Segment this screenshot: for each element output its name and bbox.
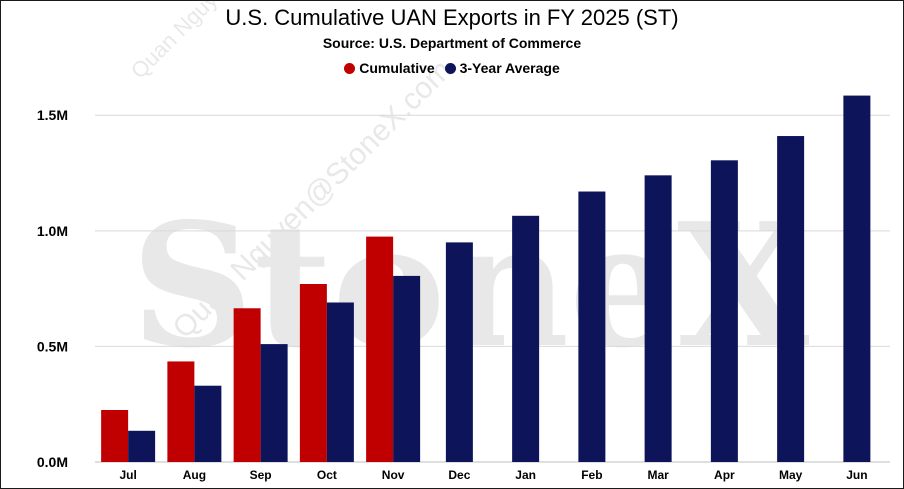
legend-label-cumulative: Cumulative <box>359 60 435 76</box>
bar-3yr-average-jun <box>843 95 871 462</box>
bar-3yr-average-jan <box>512 215 540 462</box>
bar-3yr-average-aug <box>194 385 222 462</box>
x-tick-label-oct: Oct <box>317 468 337 482</box>
legend-swatch-cumulative <box>344 62 356 74</box>
x-tick-label-may: May <box>779 468 803 482</box>
legend-item-3yr-average: 3-Year Average <box>444 60 560 76</box>
bar-3yr-average-sep <box>260 344 288 462</box>
gridlines <box>95 114 890 463</box>
y-tick-label-1-5m: 1.5M <box>37 107 68 123</box>
bar-3yr-average-feb <box>578 191 606 462</box>
legend-item-cumulative: Cumulative <box>344 60 435 76</box>
x-tick-label-aug: Aug <box>183 468 206 482</box>
x-tick-label-sep: Sep <box>250 468 272 482</box>
x-tick-label-jun: Jun <box>846 468 867 482</box>
x-tick-label-jul: Jul <box>119 468 136 482</box>
bar-cumulative-aug <box>167 361 195 462</box>
chart-title: U.S. Cumulative UAN Exports in FY 2025 (… <box>225 5 679 30</box>
bar-3yr-average-nov <box>393 275 421 462</box>
bar-cumulative-nov <box>366 236 394 462</box>
x-tick-label-mar: Mar <box>647 468 669 482</box>
y-tick-label-0-0m: 0.0M <box>37 454 68 470</box>
legend-label-3yr-average: 3-Year Average <box>459 60 560 76</box>
y-tick-label-0-5m: 0.5M <box>37 338 68 354</box>
x-tick-label-jan: Jan <box>515 468 536 482</box>
legend: Cumulative 3-Year Average <box>0 60 904 77</box>
bar-cumulative-jul <box>101 409 129 462</box>
bar-3yr-average-apr <box>710 160 738 463</box>
x-axis-tick-labels: Jul Aug Sep Oct Nov Dec Jan Feb Mar Apr May Jun <box>119 468 867 482</box>
y-axis-tick-labels: 0.0M 0.5M 1.0M 1.5M <box>37 107 68 470</box>
y-tick-label-1-0m: 1.0M <box>37 223 68 239</box>
chart-subtitle: Source: U.S. Department of Commerce <box>322 35 582 51</box>
bar-cumulative-sep <box>233 308 261 462</box>
x-tick-label-feb: Feb <box>581 468 602 482</box>
x-tick-label-nov: Nov <box>382 468 405 482</box>
bar-3yr-average-dec <box>445 242 473 462</box>
bar-3yr-average-jul <box>128 430 156 462</box>
x-tick-label-apr: Apr <box>714 468 735 482</box>
bar-3yr-average-oct <box>326 302 354 462</box>
legend-swatch-3yr-average <box>444 62 456 74</box>
bar-3yr-average-may <box>777 136 805 462</box>
x-tick-label-dec: Dec <box>448 468 470 482</box>
bar-3yr-average-mar <box>644 175 672 462</box>
bars <box>101 95 871 463</box>
bar-cumulative-oct <box>299 283 327 462</box>
